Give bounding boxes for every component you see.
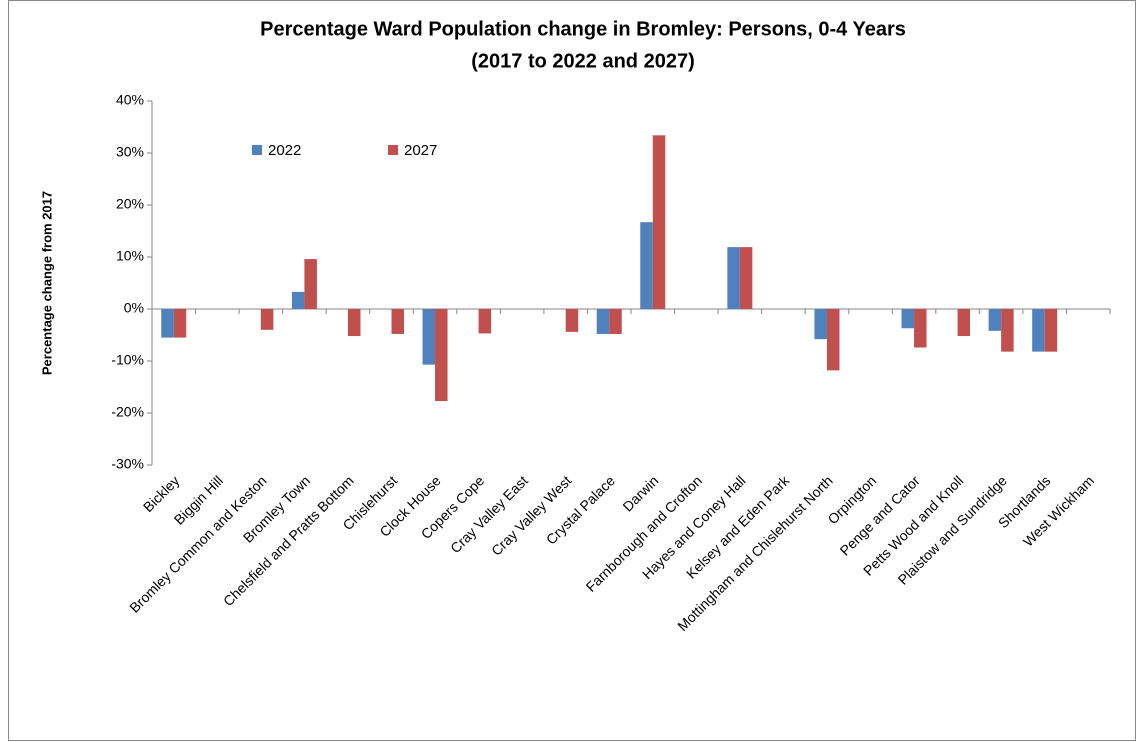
y-tick-label: -20% xyxy=(111,404,144,420)
legend-label: 2027 xyxy=(404,142,437,159)
y-tick-label: 20% xyxy=(116,196,144,212)
y-tick-label: -10% xyxy=(111,352,144,368)
bar xyxy=(478,309,492,334)
bar xyxy=(640,222,653,309)
bar xyxy=(1001,309,1014,352)
bar xyxy=(596,309,610,334)
bar xyxy=(727,247,740,309)
bar xyxy=(435,309,448,402)
bar xyxy=(260,309,274,330)
bar xyxy=(609,309,622,334)
y-tick-label: 40% xyxy=(116,92,144,108)
bar xyxy=(173,309,187,338)
chart-frame xyxy=(8,0,1136,741)
bar xyxy=(957,309,971,337)
bar xyxy=(988,309,1002,331)
bar xyxy=(161,309,174,338)
bar xyxy=(826,309,840,371)
bar xyxy=(739,247,753,309)
bar xyxy=(914,309,927,348)
bar xyxy=(422,309,436,365)
bar xyxy=(814,309,827,340)
y-tick-label: 10% xyxy=(116,248,144,264)
bar xyxy=(901,309,915,329)
legend-swatch xyxy=(388,145,398,155)
bar xyxy=(652,135,666,309)
chart-title: Percentage Ward Population change in Bro… xyxy=(260,18,906,40)
bar xyxy=(391,309,404,334)
bar xyxy=(291,291,305,309)
bar xyxy=(1032,309,1045,352)
y-axis-label: Percentage change from 2017 xyxy=(39,191,54,375)
y-tick-label: 30% xyxy=(116,144,144,160)
bar xyxy=(565,309,579,332)
bar xyxy=(1044,309,1058,352)
bar xyxy=(347,309,361,337)
legend-swatch xyxy=(252,145,262,155)
y-tick-label: 0% xyxy=(124,300,144,316)
bar xyxy=(304,259,317,309)
chart-subtitle: (2017 to 2022 and 2027) xyxy=(471,50,694,72)
legend-label: 2022 xyxy=(268,142,301,159)
y-tick-label: -30% xyxy=(111,456,144,472)
